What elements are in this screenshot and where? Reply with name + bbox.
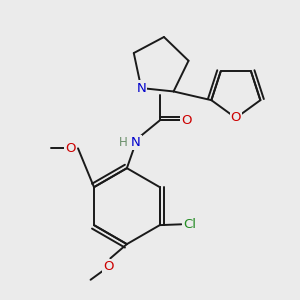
- Text: O: O: [231, 112, 241, 124]
- Text: O: O: [103, 260, 114, 273]
- Text: O: O: [65, 142, 76, 155]
- Text: Cl: Cl: [183, 218, 196, 231]
- Text: O: O: [181, 114, 192, 127]
- Text: N: N: [136, 82, 146, 94]
- Text: H: H: [119, 136, 128, 149]
- Text: N: N: [131, 136, 141, 149]
